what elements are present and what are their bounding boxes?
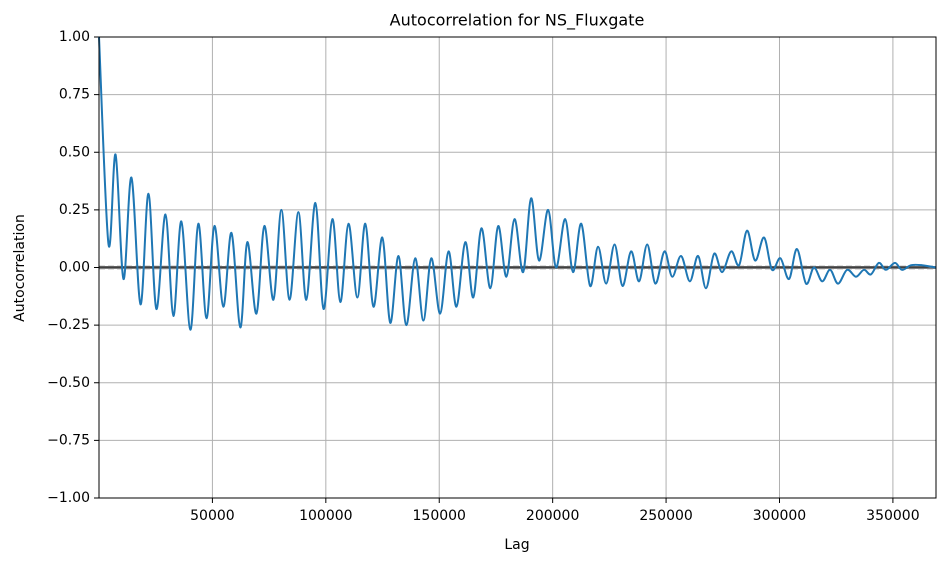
chart-title: Autocorrelation for NS_Fluxgate <box>390 11 645 31</box>
x-tick-label: 50000 <box>190 508 235 524</box>
x-tick-label: 200000 <box>526 508 579 524</box>
y-tick-label: 0.75 <box>59 87 90 103</box>
y-tick-label: 1.00 <box>59 29 90 45</box>
x-tick-label: 350000 <box>866 508 919 524</box>
x-tick-label: 250000 <box>639 508 692 524</box>
y-tick-label: −1.00 <box>47 490 90 506</box>
x-axis-label: Lag <box>504 537 529 553</box>
x-tick-label: 100000 <box>299 508 352 524</box>
y-tick-label: 0.25 <box>59 202 90 218</box>
plot-frame <box>98 36 937 499</box>
data-line <box>98 36 936 331</box>
y-tick-label: 0.00 <box>59 260 90 276</box>
x-tick-label: 150000 <box>413 508 466 524</box>
y-tick-label: −0.25 <box>47 317 90 333</box>
x-tick-label: 300000 <box>753 508 806 524</box>
y-tick-label: −0.50 <box>47 375 90 391</box>
y-axis-label: Autocorrelation <box>12 214 28 322</box>
y-tick-label: −0.75 <box>47 432 90 448</box>
y-tick-label: 0.50 <box>59 144 90 160</box>
